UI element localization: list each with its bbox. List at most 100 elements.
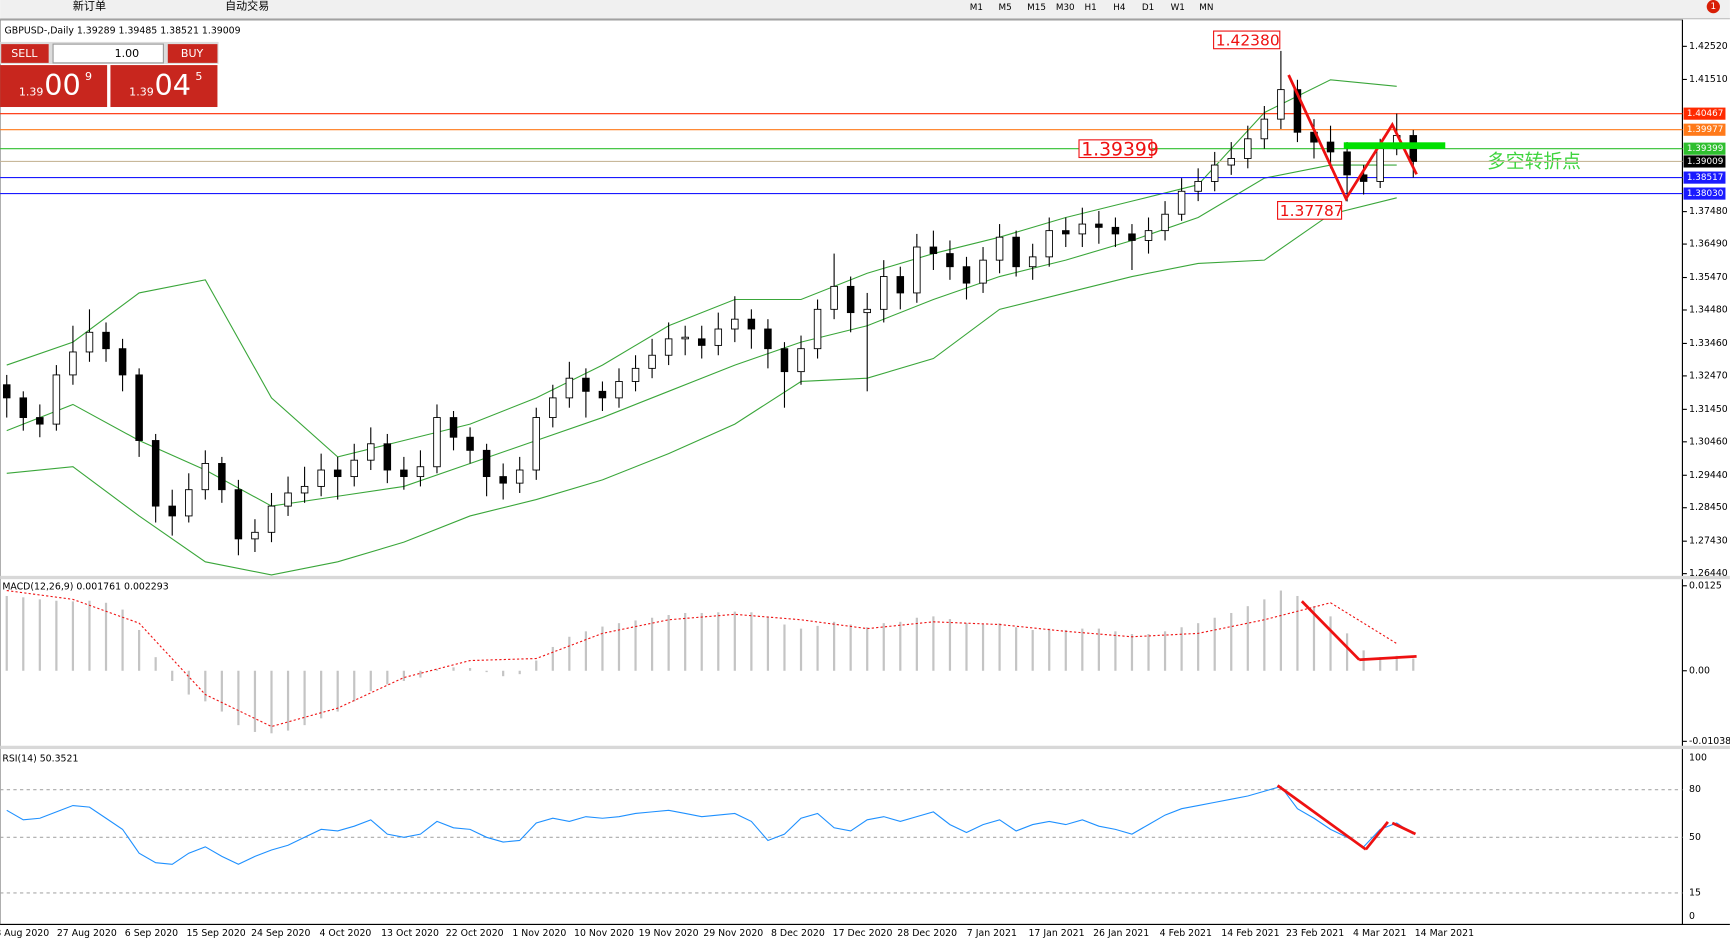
timeframe-button[interactable]: H4 — [1113, 3, 1126, 13]
macd-bar — [617, 623, 621, 671]
candle-body — [995, 236, 1004, 261]
candle-body — [218, 463, 226, 491]
candle-body — [151, 440, 160, 507]
x-tick-label: 4 Oct 2020 — [319, 928, 371, 939]
macd-bar — [981, 624, 985, 671]
candle-body — [1194, 180, 1202, 192]
macd-label: MACD(12,26,9) 0.001761 0.002293 — [2, 581, 168, 592]
macd-bar — [452, 667, 455, 671]
candle-body — [979, 259, 987, 284]
x-tick-label: 13 Oct 2020 — [381, 928, 439, 939]
candle-body — [2, 384, 11, 399]
candle-body — [962, 266, 971, 284]
macd-bar — [1296, 595, 1299, 671]
timeframe-button[interactable]: D1 — [1142, 3, 1154, 13]
candle-body — [1095, 223, 1103, 228]
x-tick-label: 7 Jan 2021 — [967, 928, 1017, 939]
candle-body — [416, 466, 425, 478]
macd-tick-label: -0.01038 — [1689, 736, 1730, 747]
macd-bar — [1064, 629, 1067, 671]
macd-bar — [518, 670, 521, 675]
toolbar-button[interactable]: 自动交易 — [225, 0, 269, 13]
candle-body — [69, 351, 77, 376]
candle-body — [1227, 158, 1236, 166]
macd-bar — [1395, 655, 1398, 671]
y-tick-label: 1.35470 — [1689, 272, 1728, 283]
candle-body — [929, 246, 938, 255]
sell-label[interactable]: SELL — [11, 47, 38, 60]
timeframe-button[interactable]: H1 — [1085, 3, 1097, 13]
buy-price-pips: 04 — [155, 68, 191, 102]
macd-bar — [138, 629, 141, 671]
toolbar-button[interactable]: 新订单 — [73, 0, 106, 13]
macd-bar — [1379, 657, 1382, 671]
candle-body — [466, 436, 474, 451]
candle-body — [598, 390, 607, 399]
x-tick-label: 24 Sep 2020 — [251, 928, 310, 939]
macd-bar — [1230, 612, 1233, 671]
x-tick-label: 19 Nov 2020 — [639, 928, 699, 939]
candle-body — [532, 417, 541, 471]
candle-body — [797, 348, 805, 373]
candle-body — [549, 397, 557, 418]
macd-bar — [998, 623, 1001, 671]
x-tick-label: 14 Feb 2021 — [1221, 928, 1279, 939]
buy-label[interactable]: BUY — [181, 47, 204, 60]
macd-bar — [1130, 634, 1134, 671]
candle-body — [499, 476, 507, 484]
timeframe-button[interactable]: W1 — [1171, 3, 1185, 13]
rsi-tick-label: 15 — [1689, 887, 1701, 898]
macd-bar — [1031, 629, 1034, 671]
macd-bar — [435, 669, 439, 671]
level-tag — [1683, 187, 1726, 200]
buy-price-box[interactable] — [110, 65, 218, 108]
candle-body — [251, 531, 259, 540]
macd-bar — [303, 670, 306, 726]
macd-bar — [1246, 606, 1249, 671]
candle-body — [913, 246, 921, 294]
x-tick-label: 8 Aug 2020 — [0, 928, 49, 939]
sell-price-pips: 00 — [44, 68, 80, 102]
buy-button[interactable] — [167, 44, 218, 63]
candle-body — [168, 505, 176, 517]
notification-badge[interactable] — [1706, 0, 1720, 14]
timeframe-button[interactable]: M1 — [970, 3, 983, 13]
macd-bar — [5, 595, 8, 671]
macd-bar — [88, 600, 91, 671]
x-tick-label: 17 Jan 2021 — [1028, 928, 1084, 939]
candle-body — [1128, 233, 1136, 241]
timeframe-button[interactable]: M15 — [1027, 3, 1046, 13]
candle-body — [1078, 223, 1087, 235]
y-tick-label: 1.28450 — [1689, 502, 1728, 513]
lots-input[interactable] — [52, 43, 164, 64]
candle-body — [1161, 213, 1169, 232]
x-tick-label: 8 Dec 2020 — [771, 928, 825, 939]
macd-bar — [104, 602, 108, 671]
level-tag — [1683, 142, 1726, 155]
bollinger-band — [6, 79, 1397, 458]
level-label: 1.39399 — [1687, 144, 1723, 154]
y-tick-label: 1.27430 — [1689, 536, 1728, 547]
notification-count[interactable]: 1 — [1711, 2, 1717, 12]
candle-body — [85, 331, 94, 353]
sell-price-big: 1.39 — [19, 86, 44, 99]
x-tick-label: 27 Aug 2020 — [57, 928, 117, 939]
macd-bar — [1015, 627, 1018, 671]
sell-button[interactable] — [1, 44, 49, 63]
candle-body — [333, 469, 342, 478]
macd-bar — [948, 619, 952, 671]
candle-body — [648, 354, 656, 369]
timeframe-button[interactable]: M5 — [998, 3, 1011, 13]
macd-bar — [568, 636, 571, 671]
candle-body — [813, 308, 822, 350]
candle-body — [36, 417, 44, 425]
lots-value[interactable]: 1.00 — [115, 47, 140, 60]
rsi-line — [6, 785, 1414, 865]
macd-tick-label: 0.0125 — [1689, 580, 1722, 591]
timeframe-button[interactable]: MN — [1199, 3, 1213, 13]
y-tick-label: 1.42520 — [1689, 41, 1728, 52]
sell-price-box[interactable] — [0, 65, 108, 108]
candle-body — [863, 308, 871, 314]
macd-bar — [799, 628, 803, 671]
timeframe-button[interactable]: M30 — [1056, 3, 1075, 13]
